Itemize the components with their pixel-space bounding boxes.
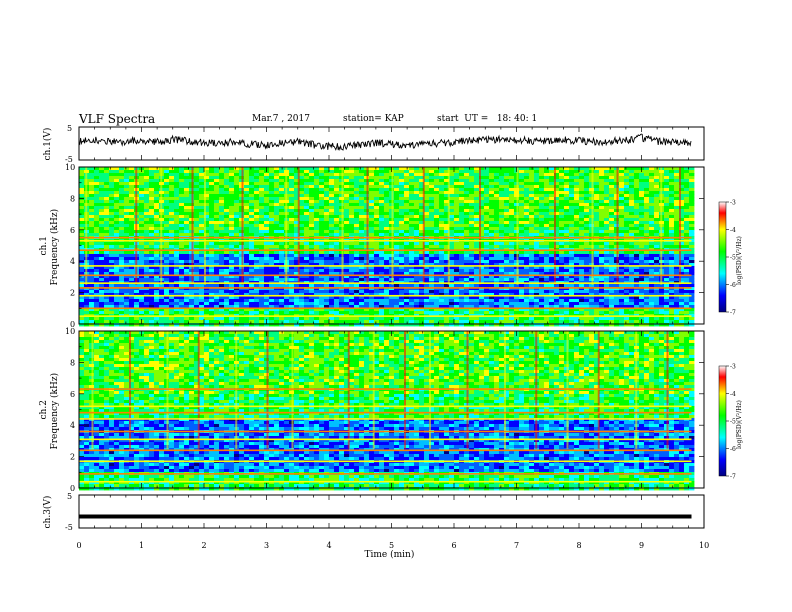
ch2-band-9 [79, 388, 692, 390]
x-tick-label: 1 [139, 541, 144, 550]
ch3-ytick-label: -5 [65, 523, 73, 532]
ch1-colorbar-tick-label: -5 [730, 255, 736, 262]
ch1-event-8 [341, 167, 344, 285]
ch2-ytick-label: 6 [70, 390, 75, 399]
x-tick-label: 8 [577, 541, 582, 550]
ch1-event-0 [85, 167, 88, 285]
ch1-colorbar [718, 201, 727, 313]
ch1-ytick-label: 2 [70, 289, 75, 298]
ch2-band-4 [79, 438, 692, 441]
ch2-ylabel-frequency: Frequency (kHz) [49, 373, 60, 450]
ch2-colorbar-tick-label: -6 [730, 446, 736, 453]
x-tick-label: 4 [327, 541, 332, 550]
ch2-band-3 [79, 449, 692, 452]
x-tick-label: 3 [264, 541, 269, 550]
ch2-band-0 [79, 480, 692, 483]
ch1-spectrogram-cells [79, 167, 695, 327]
ch1-band-2 [79, 294, 692, 297]
ch2-colorbar [718, 365, 727, 477]
ch1-ytick-label: 4 [70, 257, 75, 266]
ch2-colorbar-tick-label: -5 [730, 419, 736, 426]
ch2-colorbar-label: log(PSD)(V²/Hz) [736, 400, 743, 449]
ch1-ylabel: ch.1 [39, 236, 49, 255]
ch1-band-7 [79, 249, 692, 252]
ch1-event-12 [447, 167, 450, 285]
ch1-event-15 [554, 167, 556, 285]
ch1-event-10 [391, 167, 394, 285]
x-tick-label: 7 [514, 541, 519, 550]
ch1-event-5 [241, 167, 244, 285]
ch1-band-3 [79, 287, 692, 289]
ch1-event-19 [679, 167, 681, 285]
chart-title: VLF Spectra [79, 112, 156, 126]
ch1-event-3 [191, 167, 194, 285]
ch1-event-16 [591, 167, 594, 285]
x-tick-label: 5 [389, 541, 394, 550]
ch2-ytick-label: 4 [70, 421, 75, 430]
ch3-ytick-label: 5 [67, 492, 72, 501]
ch2-ytick-label: 8 [70, 358, 75, 367]
ch2-spectrogram-cells [79, 331, 695, 491]
ch3-ylabel: ch.3(V) [42, 496, 53, 529]
ch1-colorbar-tick-label: -7 [730, 310, 736, 317]
x-tick-label: 6 [452, 541, 457, 550]
ch1-ytick-label: -5 [65, 155, 73, 164]
ch1-event-6 [285, 167, 288, 285]
ch1-band-5 [79, 274, 692, 277]
ch1-event-4 [204, 167, 206, 285]
ch1-ylabel-frequency: Frequency (kHz) [49, 209, 60, 286]
x-tick-label: 2 [202, 541, 207, 550]
x-tick-label: 0 [77, 541, 82, 550]
ch2-colorbar-tick-label: -4 [730, 391, 736, 398]
x-tick-label: 10 [699, 541, 709, 550]
ch2-band-6 [79, 418, 692, 420]
ch1-band-1 [79, 307, 692, 310]
ch2-ytick-label: 2 [70, 453, 75, 462]
ch2-ytick-label: 0 [70, 484, 75, 493]
x-tick-label: 9 [639, 541, 644, 550]
ch1-colorbar-tick-label: -6 [730, 282, 736, 289]
ch1-waveform-line [78, 133, 692, 151]
ch1-band-9 [79, 236, 692, 239]
ch1-ytick-label: 6 [70, 226, 75, 235]
ch1-colorbar-tick-label: -4 [730, 227, 736, 234]
ch2-ytick-label: 10 [65, 327, 75, 336]
ch1-event-11 [422, 167, 425, 285]
ch2-colorbar-tick-label: -7 [730, 474, 736, 481]
ch1-event-9 [366, 167, 369, 285]
ch1-event-18 [660, 167, 663, 285]
ch1-band-4 [79, 282, 692, 284]
station-label: station= KAP [343, 114, 404, 124]
ch2-ylabel: ch.2 [39, 400, 49, 419]
start-time-label: start UT = 18: 40: 1 [437, 114, 538, 124]
ch2-band-8 [79, 405, 692, 408]
ch1-ylabel: ch.1(V) [42, 128, 53, 161]
ch1-ytick-label: 5 [67, 124, 72, 133]
ch1-event-17 [616, 167, 619, 285]
ch1-band-0 [79, 315, 692, 317]
ch1-event-14 [516, 167, 519, 285]
ch1-ytick-label: 8 [70, 194, 75, 203]
ch1-band-6 [79, 265, 692, 267]
ch1-colorbar-label: log(PSD)(V²/Hz) [736, 236, 743, 285]
ch1-colorbar-tick-label: -3 [730, 200, 736, 207]
date-label: Mar.7 , 2017 [252, 114, 310, 124]
x-axis-label: Time (min) [365, 549, 415, 560]
ch1-event-13 [479, 167, 481, 285]
ch2-band-2 [79, 460, 692, 463]
ch1-event-1 [135, 167, 138, 285]
ch1-band-8 [79, 239, 692, 242]
ch2-band-7 [79, 411, 692, 414]
ch2-colorbar-tick-label: -3 [730, 364, 736, 371]
ch1-ytick-label: 0 [70, 320, 75, 329]
ch1-ytick-label: 10 [65, 163, 75, 172]
ch2-band-1 [79, 473, 692, 475]
ch1-event-7 [297, 167, 300, 285]
ch1-event-2 [160, 167, 163, 285]
ch2-band-5 [79, 430, 692, 433]
